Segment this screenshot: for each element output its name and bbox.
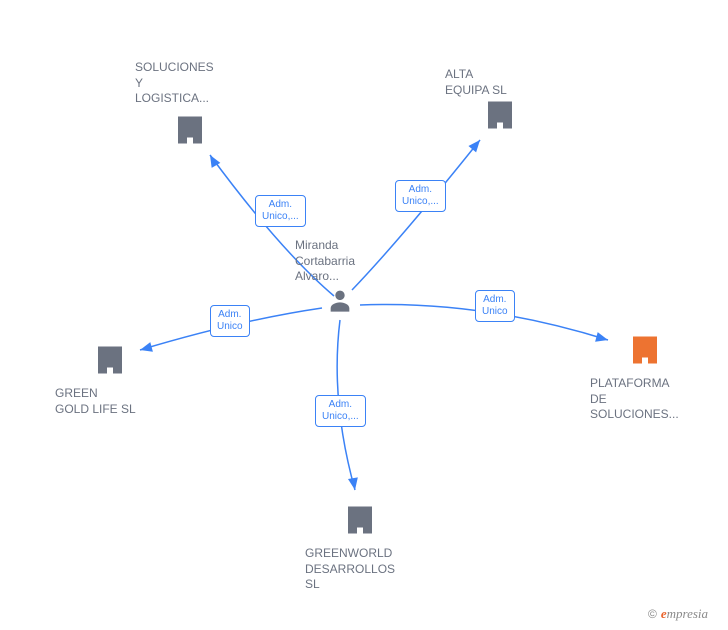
watermark: ©empresia <box>648 606 708 622</box>
building-icon <box>627 332 663 368</box>
edge-label-soluciones: Adm. Unico,... <box>255 195 306 227</box>
node-greenworld[interactable] <box>342 502 378 543</box>
edge-label-greengold: Adm. Unico <box>210 305 250 337</box>
person-icon <box>326 286 354 314</box>
center-node-label: Miranda Cortabarria Alvaro... <box>295 238 385 285</box>
copyright-symbol: © <box>648 607 657 621</box>
node-alta[interactable] <box>482 97 518 138</box>
center-node[interactable] <box>326 286 354 319</box>
node-label-greengold: GREEN GOLD LIFE SL <box>55 386 165 417</box>
node-label-alta: ALTA EQUIPA SL <box>445 67 555 98</box>
edge-label-alta: Adm. Unico,... <box>395 180 446 212</box>
node-soluciones[interactable] <box>172 112 208 153</box>
node-plataforma[interactable] <box>627 332 663 373</box>
edge-label-greenworld: Adm. Unico,... <box>315 395 366 427</box>
node-label-greenworld: GREENWORLD DESARROLLOS SL <box>305 546 415 593</box>
node-label-soluciones: SOLUCIONES Y LOGISTICA... <box>135 60 245 107</box>
node-label-plataforma: PLATAFORMA DE SOLUCIONES... <box>590 376 700 423</box>
network-diagram: Miranda Cortabarria Alvaro... SOLUCIONES … <box>0 0 728 630</box>
node-greengold[interactable] <box>92 342 128 383</box>
building-icon <box>92 342 128 378</box>
watermark-text: mpresia <box>667 606 708 621</box>
building-icon <box>482 97 518 133</box>
edge-label-plataforma: Adm. Unico <box>475 290 515 322</box>
building-icon <box>342 502 378 538</box>
building-icon <box>172 112 208 148</box>
